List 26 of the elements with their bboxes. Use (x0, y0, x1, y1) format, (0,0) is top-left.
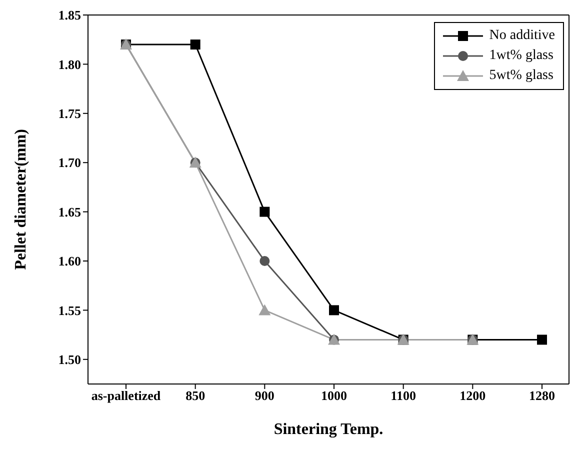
point (260, 206, 270, 217)
y-axis-title: Pellet diameter(mm) (12, 129, 30, 270)
y-tick-label: 1.60 (58, 254, 81, 269)
x-tick-label: 1100 (390, 388, 416, 404)
x-tick-label: 1200 (460, 388, 486, 404)
legend-label: No additive (489, 28, 555, 44)
x-tick-label: 1280 (529, 388, 555, 404)
x-axis-title: Sintering Temp. (274, 421, 384, 438)
y-tick-label: 1.50 (58, 352, 81, 368)
point (537, 334, 547, 345)
legend-label: 1wt% glass (489, 48, 554, 64)
y-tick-label: 1.80 (58, 56, 81, 72)
y-tick-label: 1.85 (58, 8, 82, 23)
y-tick-label: 1.70 (58, 155, 81, 170)
point (260, 256, 270, 266)
point (258, 304, 271, 316)
point (329, 305, 339, 316)
point (190, 40, 200, 50)
y-tick-label: 1.55 (58, 302, 82, 318)
x-tick-label: as-palletized (91, 388, 162, 404)
y-tick-label: 1.75 (58, 106, 82, 122)
x-tick-label: 1000 (321, 388, 347, 404)
x-tick-label: 850 (186, 388, 206, 404)
x-tick-label: 900 (254, 388, 274, 404)
legend-label: 5wt% glass (489, 68, 554, 84)
y-tick-label: 1.65 (58, 204, 82, 220)
